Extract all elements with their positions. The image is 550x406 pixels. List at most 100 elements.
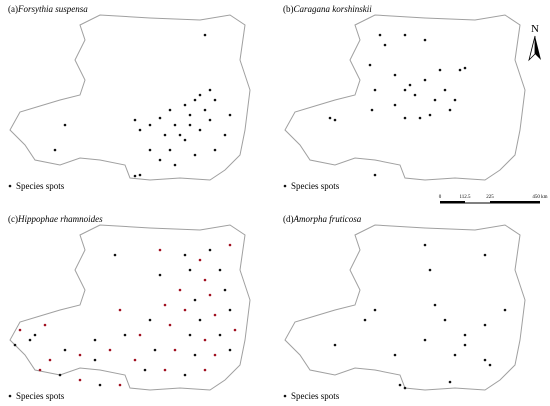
species-spot: [193, 353, 197, 357]
legend-symbol: [8, 394, 12, 398]
panel-title: (d)Amorpha fruticosa: [283, 214, 362, 224]
legend-symbol: [8, 184, 12, 188]
species-name: Hippophae rhamnoides: [17, 214, 103, 224]
species-spot: [443, 318, 447, 322]
species-spot: [173, 348, 177, 352]
species-spot: [178, 133, 182, 137]
species-spot: [63, 123, 67, 127]
species-spot: [223, 133, 227, 137]
panel-label: (a): [8, 4, 18, 14]
species-spot: [183, 373, 187, 377]
species-spot: [203, 338, 207, 342]
species-spot: [423, 243, 427, 247]
species-spot: [213, 353, 217, 357]
species-spot: [403, 386, 407, 390]
species-spot: [448, 380, 452, 384]
species-spot: [393, 73, 397, 77]
species-spot: [333, 118, 337, 122]
species-spot: [368, 63, 372, 67]
species-spot: [223, 288, 227, 292]
species-spot: [118, 383, 122, 387]
species-spot: [148, 123, 152, 127]
map-panel: (d)Amorpha fruticosa Species spots: [283, 214, 526, 401]
species-name: Forsythia suspensa: [17, 4, 88, 14]
species-spot: [408, 83, 412, 87]
panel-label: (c): [8, 214, 18, 224]
species-spot: [148, 148, 152, 152]
species-spot: [363, 318, 367, 322]
species-spot: [393, 353, 397, 357]
species-spot: [138, 173, 142, 177]
species-spot: [208, 118, 212, 122]
panel-title: (c)Hippophae rhamnoides: [8, 214, 103, 224]
species-spot: [213, 313, 217, 317]
species-spot: [433, 303, 437, 307]
species-spot: [203, 278, 207, 282]
map-panel: (b)Caragana korshinskii Species spots: [283, 4, 526, 191]
species-spot: [183, 138, 187, 142]
species-spot: [178, 288, 182, 292]
species-spot: [198, 128, 202, 132]
species-spot: [228, 348, 232, 352]
species-spot: [218, 268, 222, 272]
species-spot: [193, 98, 197, 102]
species-spot: [143, 368, 147, 372]
species-spot: [418, 116, 422, 120]
species-spot: [108, 348, 112, 352]
species-spot: [158, 116, 162, 120]
species-name: Amorpha fruticosa: [293, 214, 362, 224]
species-spot: [373, 173, 377, 177]
species-spot: [123, 333, 127, 337]
species-spot: [43, 323, 47, 327]
species-spot: [183, 308, 187, 312]
species-spot: [413, 93, 417, 97]
region-outline: [284, 14, 526, 181]
species-spot: [228, 113, 232, 117]
species-spot: [233, 328, 237, 332]
species-spot: [423, 38, 427, 42]
north-arrow: N: [528, 23, 541, 62]
species-spot: [203, 108, 207, 112]
species-spot: [448, 108, 452, 112]
legend-symbol: [283, 394, 287, 398]
species-spot: [383, 43, 387, 47]
map-panel: (a)Forsythia suspensa Species spots: [8, 4, 251, 191]
species-spot: [488, 363, 492, 367]
species-spot: [188, 333, 192, 337]
species-spot: [93, 338, 97, 342]
map-panel: (c)Hippophae rhamnoides Species spots: [8, 214, 251, 401]
species-spot: [403, 88, 407, 92]
legend-label: Species spots: [16, 181, 65, 191]
panel-title: (b)Caragana korshinskii: [283, 4, 372, 14]
species-spot: [163, 133, 167, 137]
legend-label: Species spots: [16, 391, 65, 401]
species-spot: [183, 253, 187, 257]
species-spot: [183, 103, 187, 107]
species-spot: [33, 333, 37, 337]
species-spot: [48, 358, 52, 362]
species-spot: [428, 268, 432, 272]
species-spot: [98, 383, 102, 387]
species-spot: [228, 308, 232, 312]
species-name: Caragana korshinskii: [294, 4, 373, 14]
panels: (a)Forsythia suspensa Species spots (b)Car…: [8, 4, 526, 401]
region-outline: [9, 224, 251, 391]
species-spot: [133, 118, 137, 122]
species-spot: [53, 148, 57, 152]
species-spot: [188, 123, 192, 127]
species-spot: [58, 373, 62, 377]
species-spot: [158, 273, 162, 277]
region-outline: [9, 14, 251, 181]
species-spot: [63, 348, 67, 352]
species-spot: [168, 323, 172, 327]
panel-label: (d): [283, 214, 294, 224]
species-spot: [403, 116, 407, 120]
species-spot: [328, 116, 332, 120]
species-spot: [378, 33, 382, 37]
species-spot: [28, 338, 32, 342]
species-spot: [208, 88, 212, 92]
species-spot: [198, 318, 202, 322]
species-spot: [38, 368, 42, 372]
species-spot: [483, 323, 487, 327]
